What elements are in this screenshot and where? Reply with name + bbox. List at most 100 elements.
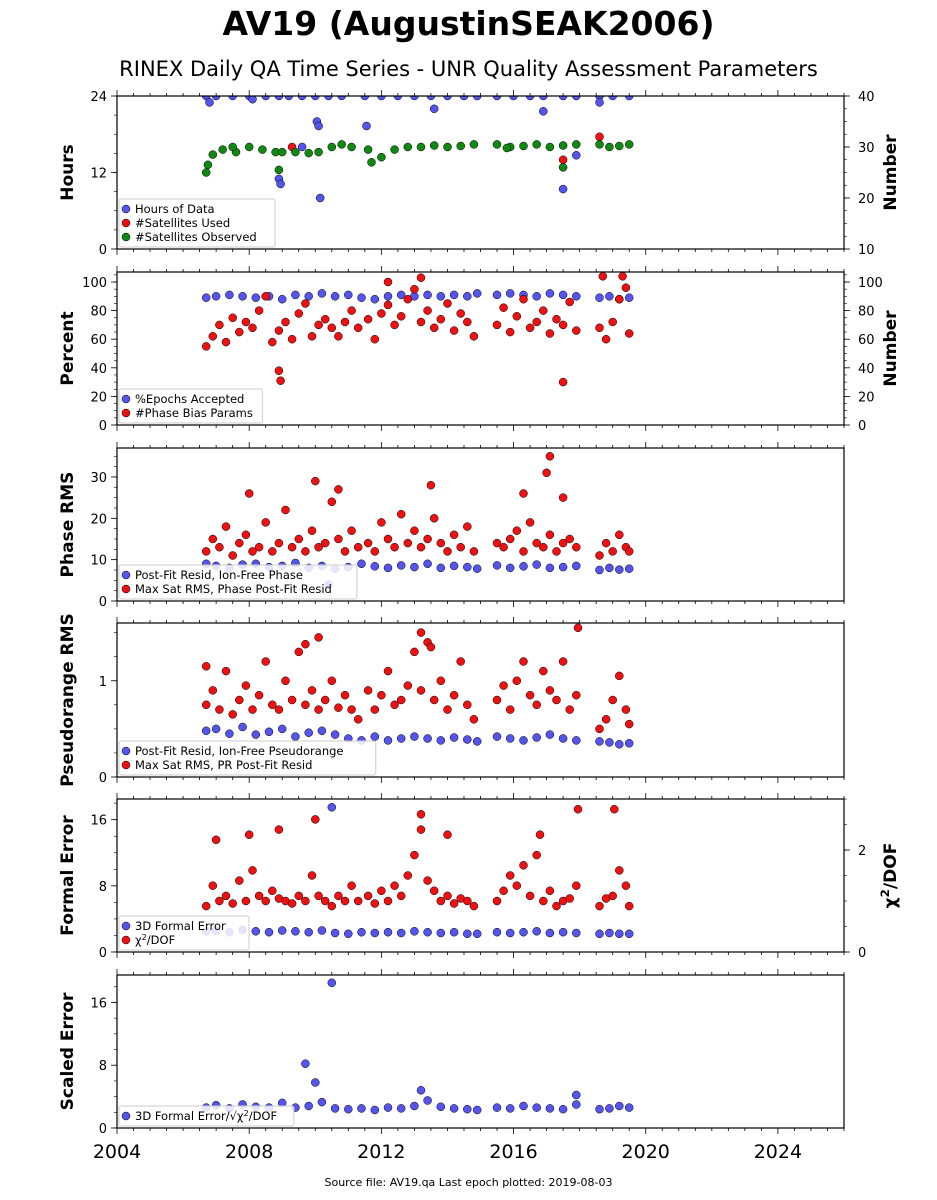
point-s2 <box>532 700 541 710</box>
point-s2 <box>268 886 277 896</box>
point-s2 <box>268 337 277 347</box>
y-axis-label: Hours <box>58 144 78 201</box>
point-s2 <box>340 690 350 700</box>
point-s2 <box>403 871 413 880</box>
point-s2 <box>469 715 479 724</box>
point-s2 <box>274 538 284 548</box>
point-s2 <box>463 896 472 906</box>
plot-frame <box>116 622 845 778</box>
point-s1 <box>505 734 515 743</box>
point-s2 <box>377 690 386 700</box>
point-s1 <box>228 96 237 101</box>
point-s1 <box>532 1103 541 1112</box>
point-s2 <box>552 547 561 556</box>
point-s2 <box>416 825 426 834</box>
point-s2 <box>469 547 479 556</box>
point-s1 <box>251 730 261 739</box>
point-s1 <box>558 1104 568 1114</box>
point-s2 <box>499 542 508 552</box>
point-s1 <box>327 803 337 812</box>
point-s1 <box>370 562 380 571</box>
point-s1 <box>297 96 307 101</box>
point-s2 <box>208 332 218 341</box>
point-s1 <box>595 98 604 107</box>
panel-4: 0 1 Pseudorange RMS Post-Fit Resid, Ion-Fre… <box>58 613 845 787</box>
point-s1 <box>383 736 393 745</box>
y-tick-label: 8 <box>99 1059 107 1074</box>
point-s1 <box>519 927 528 937</box>
point-s1 <box>572 928 581 938</box>
point-s2 <box>499 303 508 312</box>
point-s2 <box>320 538 330 548</box>
point-s3 <box>456 141 465 151</box>
point-s2 <box>423 306 432 315</box>
legend-box <box>118 1105 295 1127</box>
point-s2 <box>327 676 337 686</box>
point-s2 <box>363 538 373 548</box>
point-s1 <box>449 561 459 571</box>
point-s1 <box>423 734 432 743</box>
point-s2 <box>383 277 393 287</box>
point-s2 <box>254 306 264 315</box>
point-s2 <box>410 526 419 535</box>
y-tick-label: 0 <box>99 595 107 610</box>
point-s2 <box>532 317 541 327</box>
point-s2 <box>208 686 218 695</box>
point-s2 <box>327 901 337 911</box>
y2-tick-label: 100 <box>858 276 883 291</box>
point-s2 <box>565 705 574 714</box>
point-s1 <box>519 562 528 571</box>
point-s1 <box>211 292 221 301</box>
point-s1 <box>261 96 270 101</box>
point-s1 <box>572 736 581 745</box>
y-tick-label: 0 <box>99 419 107 434</box>
point-s2 <box>353 323 363 333</box>
point-s1 <box>605 563 614 573</box>
point-s2 <box>201 547 211 556</box>
y-tick-label: 16 <box>90 814 107 829</box>
point-s2 <box>443 299 452 308</box>
point-s2 <box>449 690 459 700</box>
point-s1 <box>472 96 482 101</box>
point-s1 <box>383 1103 393 1112</box>
point-s3 <box>558 141 568 150</box>
point-s2 <box>416 317 426 327</box>
point-s2 <box>436 676 446 686</box>
point-s1 <box>297 142 307 152</box>
y2-axis-label: Number <box>881 134 901 211</box>
point-s1 <box>330 292 340 301</box>
point-s1 <box>383 292 393 301</box>
point-s2 <box>449 899 459 908</box>
point-s2 <box>519 657 528 666</box>
point-s2 <box>314 633 323 642</box>
point-s2 <box>353 715 363 724</box>
point-s2 <box>443 547 452 556</box>
point-s3 <box>337 140 346 149</box>
point-s1 <box>238 722 247 732</box>
point-s1 <box>472 737 482 746</box>
point-s2 <box>390 700 399 710</box>
point-s2 <box>347 705 356 714</box>
point-s2 <box>572 690 581 700</box>
y-tick-label: 16 <box>90 996 107 1011</box>
point-s2 <box>211 835 221 845</box>
point-s2 <box>383 896 393 906</box>
point-s3 <box>314 147 323 157</box>
point-s1 <box>595 565 604 575</box>
point-s2 <box>545 886 555 896</box>
point-s1 <box>225 290 234 300</box>
point-s1 <box>370 928 380 938</box>
point-s2 <box>314 320 323 330</box>
point-s2 <box>610 804 619 814</box>
point-s1 <box>410 1101 419 1111</box>
point-s2 <box>294 647 304 657</box>
point-s2 <box>436 538 446 548</box>
point-s2 <box>248 547 257 556</box>
legend-marker <box>121 232 131 242</box>
point-s2 <box>572 542 581 552</box>
point-s2 <box>573 804 583 814</box>
point-s1 <box>532 733 541 742</box>
point-s2 <box>340 317 350 327</box>
point-s2 <box>370 705 380 714</box>
